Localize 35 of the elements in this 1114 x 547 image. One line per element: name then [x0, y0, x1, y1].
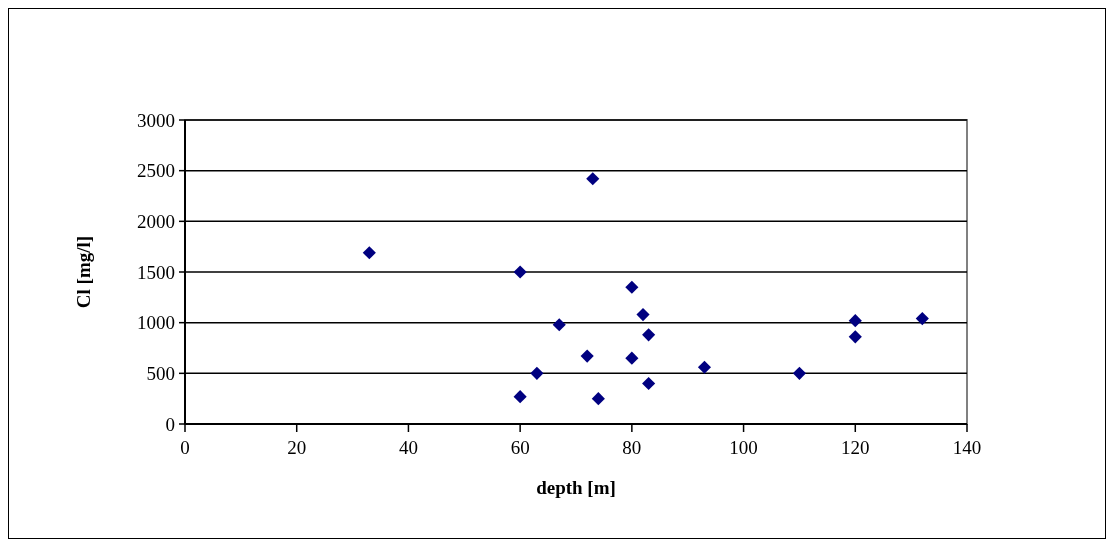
y-tick-label: 0 — [165, 413, 175, 435]
point — [848, 330, 862, 344]
point — [915, 312, 929, 326]
point — [697, 360, 712, 374]
point — [513, 390, 527, 404]
y-axis-title: Cl [mg/l] — [73, 235, 94, 309]
point — [591, 392, 605, 406]
y-tick-label: 2500 — [137, 160, 175, 182]
y-tick-label: 1500 — [137, 261, 175, 283]
point — [625, 280, 639, 294]
point — [552, 318, 566, 332]
y-tick-label: 2000 — [137, 210, 175, 232]
x-tick-label: 40 — [398, 437, 418, 458]
point — [580, 349, 594, 363]
point — [642, 376, 656, 391]
x-tick-label: 120 — [841, 437, 870, 458]
point — [642, 328, 656, 342]
point — [586, 172, 600, 186]
point — [625, 351, 639, 365]
y-tick-label: 3000 — [137, 109, 175, 131]
y-tick-label: 1000 — [137, 312, 175, 334]
point — [362, 246, 376, 260]
x-tick-label: 0 — [180, 437, 190, 458]
point — [792, 366, 806, 380]
point — [848, 314, 862, 328]
x-tick-label: 140 — [952, 437, 982, 458]
x-tick-label: 80 — [622, 437, 642, 458]
x-axis-title: depth [m] — [536, 477, 616, 498]
point — [636, 307, 650, 322]
x-tick-label: 60 — [510, 437, 530, 458]
point — [530, 366, 544, 380]
x-tick-label: 100 — [729, 437, 758, 458]
point — [513, 265, 527, 279]
y-tick-label: 500 — [146, 362, 175, 384]
x-tick-label: 20 — [287, 437, 307, 458]
